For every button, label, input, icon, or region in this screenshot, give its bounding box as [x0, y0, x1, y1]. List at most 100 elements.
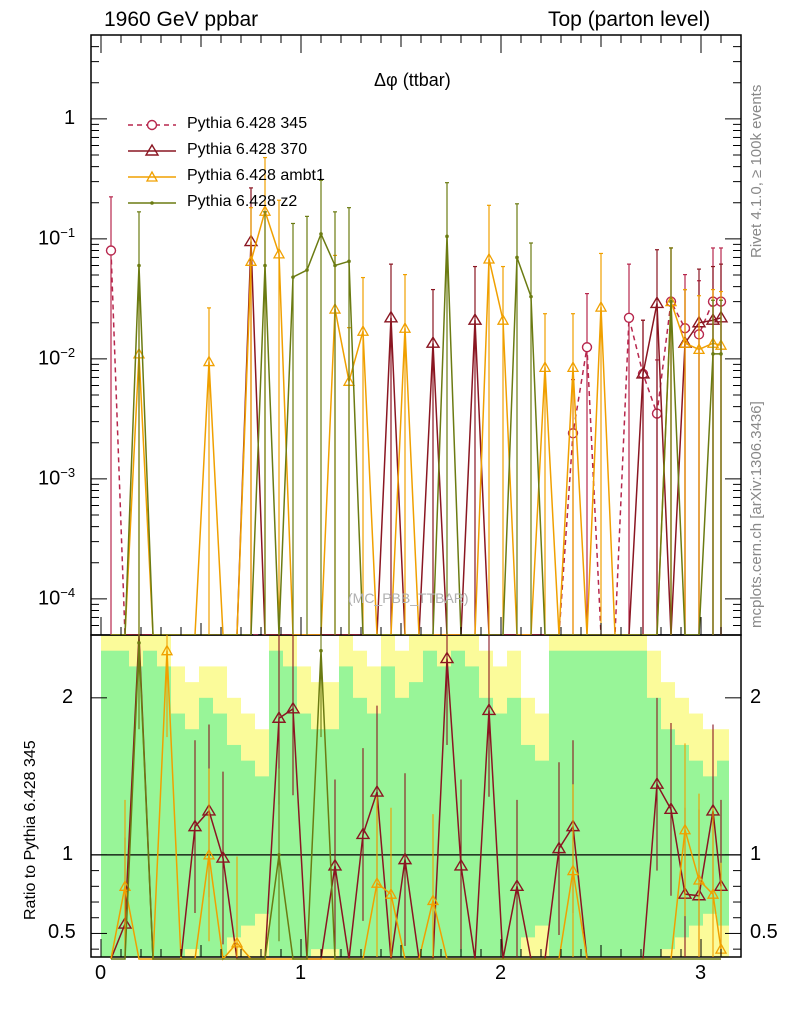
- marker-triangle-open: [649, 776, 665, 789]
- rivet-version-label: Rivet 4.1.0, ≥ 100k events: [748, 84, 765, 258]
- marker-triangle-open: [635, 366, 651, 379]
- marker-triangle: [244, 254, 258, 266]
- band-green: [227, 744, 241, 938]
- marker-triangle-open: [355, 827, 371, 840]
- band-green: [493, 713, 507, 957]
- marker-dot: [137, 263, 141, 268]
- marker-dot: [669, 299, 673, 304]
- marker-triangle-open: [215, 850, 231, 863]
- header-right: Top (parton level): [548, 8, 711, 31]
- band-green: [255, 776, 269, 914]
- ratio-tick-label-right: 0.5: [750, 921, 778, 944]
- marker-triangle: [160, 644, 174, 656]
- marker-triangle-open: [649, 296, 665, 309]
- band-green: [465, 666, 479, 957]
- band-green: [661, 729, 675, 950]
- band-green: [367, 713, 381, 957]
- marker-circle: [581, 342, 593, 353]
- y-tick-label: 10−2: [38, 344, 76, 370]
- legend-label: Pythia 6.428 370: [187, 141, 308, 158]
- band-green: [339, 666, 353, 957]
- marker-triangle: [538, 361, 552, 372]
- marker-circle: [623, 312, 635, 323]
- main-plot-series: [105, 156, 729, 635]
- ratio-line: [111, 642, 721, 960]
- ratio-y-axis-label: Ratio to Pythia 6.428 345: [22, 740, 39, 920]
- marker-triangle-open: [285, 701, 301, 714]
- band-green: [129, 666, 143, 957]
- series-line: [111, 208, 722, 635]
- header-left: 1960 GeV ppbar: [104, 8, 259, 31]
- band-green: [535, 760, 549, 926]
- marker-triangle-open: [144, 143, 160, 156]
- x-tick-label: 1: [295, 962, 307, 984]
- x-tick-label: 3: [695, 962, 707, 984]
- marker-triangle-open: [467, 312, 483, 325]
- marker-triangle: [202, 355, 216, 367]
- marker-triangle: [272, 247, 286, 259]
- marker-circle: [105, 245, 117, 256]
- legend-label: Pythia 6.428 345: [187, 115, 308, 132]
- marker-triangle: [496, 313, 510, 325]
- ratio-tick-label-right: 1: [750, 842, 762, 865]
- marker-dot: [319, 648, 323, 653]
- band-green: [619, 650, 633, 957]
- marker-dot: [150, 201, 154, 205]
- band-green: [689, 760, 703, 926]
- marker-triangle-open: [663, 801, 679, 815]
- marker-dot: [263, 263, 267, 268]
- marker-triangle: [692, 873, 706, 885]
- band-green: [297, 713, 311, 957]
- band-green: [171, 713, 185, 957]
- marker-triangle-open: [509, 878, 525, 892]
- marker-triangle: [426, 894, 440, 906]
- y-tick-label: 10−3: [38, 464, 76, 490]
- marker-dot: [347, 259, 351, 264]
- marker-triangle: [566, 361, 580, 372]
- marker-triangle: [230, 936, 244, 948]
- band-green: [381, 666, 395, 957]
- ratio-tick-label: 0.5: [48, 921, 76, 944]
- x-tick-label: 0: [95, 962, 107, 984]
- band-green: [591, 650, 605, 957]
- marker-triangle-open: [425, 335, 441, 348]
- band-green: [241, 760, 255, 926]
- marker-triangle: [398, 321, 412, 333]
- marker-triangle: [678, 823, 692, 835]
- legend: [128, 119, 176, 205]
- x-tick-label: 2: [495, 962, 507, 984]
- marker-dot: [515, 255, 519, 260]
- marker-dot: [529, 294, 533, 299]
- marker-triangle: [594, 300, 608, 312]
- marker-triangle: [692, 343, 706, 355]
- mcplots-label: mcplots.cern.ch [arXiv:1306.3436]: [748, 401, 765, 628]
- marker-triangle-open: [383, 310, 399, 323]
- band-green: [507, 697, 521, 957]
- marker-triangle-open: [369, 784, 385, 797]
- legend-label: Pythia 6.428 ambt1: [187, 167, 325, 184]
- marker-dot: [719, 352, 723, 356]
- analysis-tag: (MC_PBB_TTBAR): [348, 590, 469, 606]
- marker-dot: [711, 352, 715, 356]
- ratio-plot-series: [110, 634, 729, 961]
- ratio-tick-label: 1: [62, 842, 74, 865]
- band-green: [633, 650, 647, 957]
- band-green: [577, 650, 591, 957]
- marker-triangle: [566, 864, 580, 876]
- marker-triangle: [706, 887, 720, 899]
- y-tick-label: 1: [64, 106, 76, 129]
- marker-triangle: [370, 876, 384, 888]
- band-green: [157, 666, 171, 957]
- marker-triangle: [145, 170, 159, 182]
- band-green: [451, 650, 465, 957]
- marker-triangle-open: [439, 651, 455, 664]
- marker-dot: [333, 263, 337, 268]
- ratio-tick-label: 2: [62, 685, 74, 708]
- marker-dot: [277, 853, 281, 857]
- band-green: [717, 760, 729, 926]
- marker-triangle: [482, 252, 496, 264]
- marker-triangle-open: [327, 858, 343, 871]
- plot-title: Δφ (ttbar): [374, 70, 451, 90]
- marker-triangle-open: [187, 819, 203, 832]
